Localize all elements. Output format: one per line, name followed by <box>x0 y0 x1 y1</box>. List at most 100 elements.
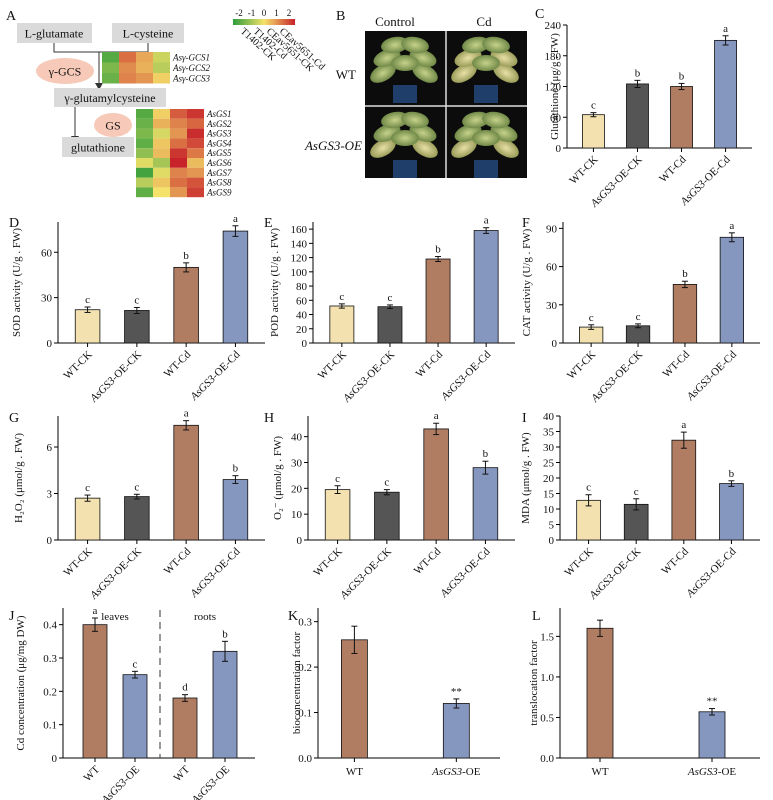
bar <box>172 697 198 759</box>
plant-leaf <box>391 55 419 71</box>
y-tick-label: 0 <box>552 338 558 350</box>
heatmap-cell <box>187 128 204 139</box>
bar <box>582 114 605 149</box>
x-tick-label: WT-CK <box>316 349 349 382</box>
significance-letter: c <box>339 291 344 303</box>
heatmap-cell <box>153 73 170 84</box>
significance-letter: c <box>586 482 591 494</box>
x-tick-label: AsGS3-OE-Cd <box>438 348 493 403</box>
y-axis-label: translocation factor <box>528 640 540 726</box>
significance-letter: b <box>682 268 688 280</box>
group-label: roots <box>194 611 216 623</box>
l-glutamate-text: L-glutamate <box>25 27 84 41</box>
x-tick-label: AsGS3-OE-CK <box>87 546 144 603</box>
x-tick-label: AsGS3-OE-Cd <box>188 348 243 403</box>
panel-label: I <box>522 411 527 426</box>
bar <box>124 310 150 344</box>
heatmap-cell <box>136 167 153 178</box>
arrow-1-head <box>95 83 103 90</box>
heatmap-cell <box>153 128 170 139</box>
significance-letter: a <box>233 213 238 225</box>
bar <box>719 236 744 344</box>
y-tick-label: 240 <box>545 20 562 32</box>
plant-leaf <box>493 138 519 158</box>
heatmap-cell <box>153 109 170 119</box>
y-tick-label: 140 <box>291 238 308 250</box>
y-tick-label: 0 <box>52 753 58 765</box>
x-tick-label: WT-CK <box>61 546 94 579</box>
x-tick-label: WT-Cd <box>659 545 691 577</box>
y-tick-label: 0.2 <box>43 686 57 698</box>
gs-gene-label: AsGS2 <box>206 119 232 129</box>
heatmap-cell <box>187 177 204 188</box>
y-tick-label: 20 <box>296 324 308 336</box>
gs-text: GS <box>105 119 120 133</box>
y-tick-label: 0.1 <box>298 708 312 720</box>
y-tick-label: 0 <box>302 338 308 350</box>
chart-k: K 0.0 0.1 0.2 0.3 bioconcentration factor WT **… <box>288 608 500 778</box>
heatmap-cell <box>153 148 170 158</box>
plant-pot <box>393 160 417 178</box>
bar <box>719 483 744 541</box>
heatmap-cell <box>170 177 187 188</box>
significance-letter: b <box>483 448 489 460</box>
significance-letter: a <box>681 419 686 431</box>
significance-letter: b <box>679 70 685 82</box>
heatmap-cell <box>153 138 170 149</box>
y-axis-label: MDA (μmol/g . FW) <box>520 432 532 524</box>
y-tick-label: 0 <box>549 535 555 547</box>
y-tick-label: 60 <box>41 247 53 259</box>
heatmap-cell <box>136 109 153 119</box>
panel-b-label: B <box>336 9 345 24</box>
heatmap-cell <box>187 187 204 198</box>
x-tick-label: WT-Cd <box>162 545 194 577</box>
y-tick-label: 0 <box>47 535 53 547</box>
y-tick-label: 35 <box>543 427 555 439</box>
x-tick-label: WT-CK <box>565 349 598 382</box>
heatmap-cell <box>170 158 187 168</box>
heatmap-cell <box>153 187 170 198</box>
heatmap-cell <box>102 62 119 73</box>
x-tick-label: AsGS3-OE-CK <box>87 349 144 406</box>
plant-leaf <box>370 63 396 83</box>
heatmap-cell <box>187 118 204 129</box>
panel-a-pathway: A L-glutamate L-cysteine γ-GCS γ-glutamy… <box>6 8 327 197</box>
heatmap-cell <box>153 52 170 63</box>
y-tick-label: 40 <box>296 310 308 322</box>
y-tick-label: 6 <box>47 442 53 454</box>
y-tick-label: 1.5 <box>540 631 554 643</box>
x-tick-label: AsGS3-OE <box>687 766 737 778</box>
panel-label: J <box>9 609 15 624</box>
panel-b-photos: B Control Cd WT AsGS3-OE <box>304 9 527 178</box>
y-axis-label: H₂O₂ (μmol/g . FW) <box>13 433 25 523</box>
substrate-bracket <box>53 43 149 53</box>
significance-letter: c <box>134 294 139 306</box>
significance-letter: b <box>635 67 641 79</box>
plant-leaf <box>493 63 519 83</box>
bar <box>377 306 403 344</box>
gs-gene-label: AsGS3 <box>206 129 232 139</box>
col-control-label: Control <box>375 14 415 29</box>
x-tick-label: WT-CK <box>61 349 94 382</box>
col-cd-label: Cd <box>476 14 492 29</box>
l-cysteine-text: L-cysteine <box>123 27 174 41</box>
heatmap-scale-ticks: -2 -1 0 1 2 <box>235 8 291 18</box>
y-tick-label: 0.0 <box>540 753 554 765</box>
y-tick-label: 5 <box>549 520 555 532</box>
plant-leaf <box>370 138 396 158</box>
plant-pot <box>393 85 417 103</box>
significance-letter: c <box>85 294 90 306</box>
significance-letter: b <box>729 468 735 480</box>
gs-gene-label: AsGS5 <box>206 148 232 158</box>
y-tick-label: 10 <box>291 509 303 521</box>
plant-leaf <box>472 130 500 146</box>
y-tick-label: 30 <box>291 458 303 470</box>
heatmap-cell <box>187 167 204 178</box>
heatmap-cell <box>136 62 153 73</box>
significance-letter: b <box>435 244 441 256</box>
plant-pot <box>474 160 498 178</box>
bar <box>340 639 368 759</box>
heatmap-cell <box>136 128 153 139</box>
y-tick-label: 1.0 <box>540 672 554 684</box>
y-tick-label: 0 <box>297 535 303 547</box>
